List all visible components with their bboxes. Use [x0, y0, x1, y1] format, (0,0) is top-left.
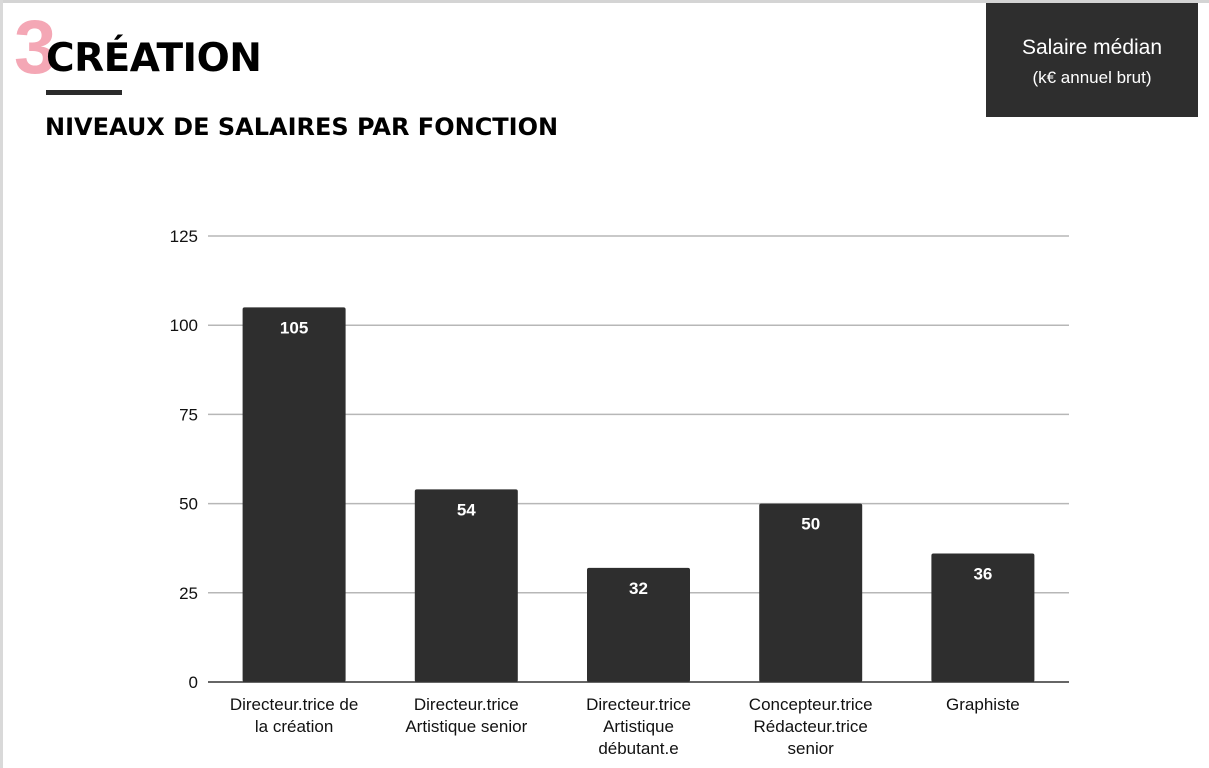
y-tick-label: 50 [179, 495, 198, 514]
x-category-label: Artistique senior [405, 717, 527, 736]
x-category-label: senior [788, 739, 835, 758]
x-category-label: Directeur.trice de [230, 695, 359, 714]
x-category-label: Graphiste [946, 695, 1020, 714]
bar [587, 567, 690, 682]
x-category-label: Concepteur.trice [749, 695, 873, 714]
top-border [0, 0, 1209, 3]
section-number: 3 [14, 5, 57, 90]
section-title: CRÉATION [46, 36, 262, 81]
bar-value-label: 105 [280, 318, 308, 337]
bar [414, 489, 518, 682]
y-tick-label: 125 [170, 227, 198, 246]
legend-unit: (k€ annuel brut) [1032, 68, 1152, 87]
bar [759, 503, 863, 682]
bar-value-label: 50 [801, 515, 820, 534]
bar [242, 307, 346, 682]
y-tick-label: 25 [179, 584, 198, 603]
bar-value-label: 54 [457, 500, 476, 519]
x-category-label: Artistique [603, 717, 674, 736]
left-border [0, 0, 3, 768]
y-tick-label: 100 [170, 316, 198, 335]
x-category-label: Rédacteur.trice [754, 717, 868, 736]
bar-value-label: 32 [629, 579, 648, 598]
x-category-label: Directeur.trice [586, 695, 691, 714]
bar [931, 553, 1035, 682]
x-category-label: la création [255, 717, 333, 736]
y-tick-label: 0 [189, 673, 198, 692]
legend-box: Salaire médian (k€ annuel brut) [986, 3, 1198, 117]
legend-label: Salaire médian [1021, 36, 1163, 59]
y-tick-label: 75 [179, 405, 198, 424]
bar-value-label: 36 [973, 565, 992, 584]
title-underline [46, 90, 122, 95]
chart-subtitle: NIVEAUX DE SALAIRES PAR FONCTION [45, 113, 559, 141]
x-category-label: débutant.e [598, 739, 678, 758]
x-category-label: Directeur.trice [414, 695, 519, 714]
